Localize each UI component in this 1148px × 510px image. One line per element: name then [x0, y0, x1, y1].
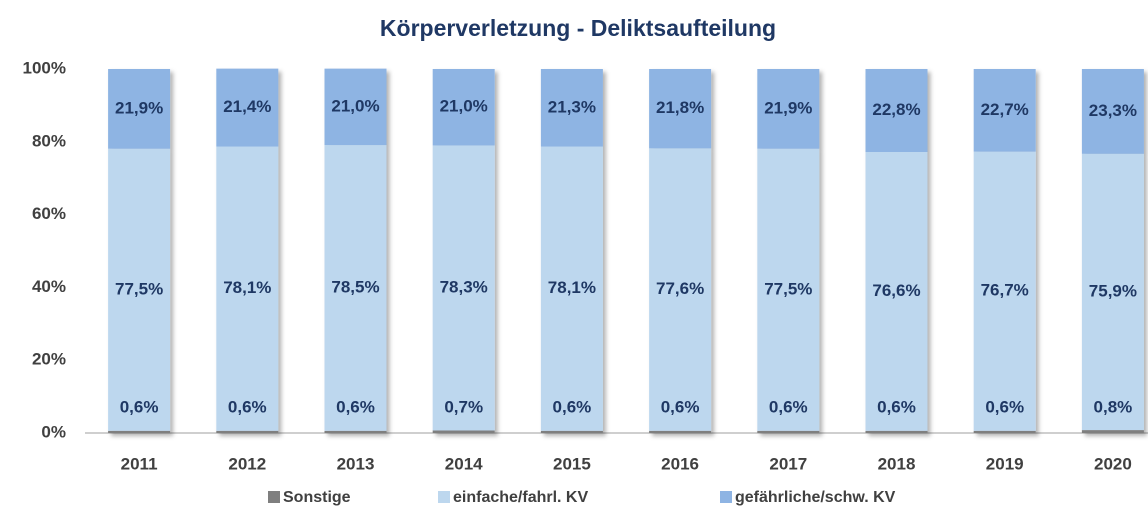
bar-segment	[973, 69, 1036, 152]
x-tick-label: 2014	[445, 454, 483, 473]
bar-stack	[216, 68, 279, 433]
value-label: 21,9%	[115, 98, 163, 117]
x-tick-label: 2019	[986, 454, 1024, 473]
bar-segment	[1081, 69, 1144, 154]
bar-segment	[865, 430, 928, 433]
bar-segment	[1081, 153, 1144, 431]
bar-segment	[216, 68, 279, 147]
bar-stack	[324, 68, 387, 433]
value-label: 78,1%	[223, 278, 271, 297]
value-label: 76,6%	[872, 281, 920, 300]
legend-swatch	[438, 491, 450, 503]
legend-label: einfache/fahrl. KV	[453, 489, 588, 506]
value-label: 75,9%	[1089, 281, 1137, 300]
bar-segment	[216, 430, 279, 433]
value-label: 21,8%	[656, 98, 704, 117]
value-label: 22,8%	[872, 100, 920, 119]
bar-segment	[865, 151, 928, 431]
value-label: 0,6%	[877, 397, 916, 416]
x-tick-label: 2013	[337, 454, 375, 473]
value-label: 0,6%	[553, 397, 592, 416]
value-label: 21,0%	[440, 97, 488, 116]
value-label: 77,5%	[764, 279, 812, 298]
value-label: 0,6%	[336, 397, 375, 416]
value-label: 0,6%	[769, 397, 808, 416]
x-tick-label: 2020	[1094, 454, 1132, 473]
value-label: 77,5%	[115, 279, 163, 298]
bar-stack	[649, 69, 712, 433]
value-label: 0,6%	[661, 397, 700, 416]
y-tick-label: 40%	[32, 277, 66, 296]
bar-segment	[540, 69, 603, 147]
value-label: 0,7%	[444, 397, 483, 416]
value-label: 23,3%	[1089, 101, 1137, 120]
legend-label: gefährliche/schw. KV	[735, 489, 896, 506]
bar-segment	[757, 430, 820, 433]
y-tick-label: 60%	[32, 204, 66, 223]
value-label: 78,5%	[331, 277, 379, 296]
value-label: 78,1%	[548, 278, 596, 297]
bar-segment	[1081, 430, 1144, 433]
bar-stack	[108, 69, 171, 433]
bar-segment	[757, 69, 820, 149]
value-label: 0,6%	[228, 397, 267, 416]
x-tick-label: 2012	[228, 454, 266, 473]
bar-stack	[757, 69, 820, 433]
bar-stack	[973, 69, 1036, 433]
bar-segment	[649, 148, 712, 431]
value-label: 0,6%	[120, 397, 159, 416]
x-tick-label: 2011	[121, 454, 158, 473]
value-label: 22,7%	[981, 100, 1029, 119]
bar-segment	[108, 430, 171, 433]
y-tick-label: 80%	[32, 131, 66, 150]
value-label: 77,6%	[656, 279, 704, 298]
x-tick-label: 2015	[553, 454, 591, 473]
value-label: 78,3%	[440, 277, 488, 296]
bar-segment	[757, 148, 820, 431]
legend-swatch	[720, 491, 732, 503]
chart-title: Körperverletzung - Deliktsaufteilung	[380, 15, 776, 41]
x-tick-label: 2018	[878, 454, 916, 473]
value-label: 0,8%	[1094, 397, 1133, 416]
y-tick-label: 0%	[41, 422, 66, 441]
value-label: 76,7%	[981, 281, 1029, 300]
bar-segment	[432, 430, 495, 433]
bar-segment	[324, 68, 387, 146]
bar-stack	[540, 69, 603, 433]
y-tick-label: 20%	[32, 350, 66, 369]
bar-segment	[324, 430, 387, 433]
value-label: 0,6%	[985, 397, 1024, 416]
bar-segment	[649, 69, 712, 149]
legend-label: Sonstige	[283, 489, 351, 506]
bar-segment	[432, 145, 495, 431]
bar-segment	[108, 148, 171, 431]
legend-swatch	[268, 491, 280, 503]
bar-segment	[216, 146, 279, 431]
bar-segment	[324, 145, 387, 431]
bar-segment	[108, 69, 171, 149]
bar-stack	[1081, 69, 1144, 433]
bar-segment	[540, 430, 603, 433]
x-tick-label: 2017	[769, 454, 807, 473]
bar-stack	[432, 69, 495, 433]
value-label: 21,9%	[764, 98, 812, 117]
value-label: 21,3%	[548, 97, 596, 116]
bar-segment	[973, 151, 1036, 431]
bar-stack	[865, 69, 928, 433]
bar-segment	[432, 69, 495, 146]
value-label: 21,4%	[223, 97, 271, 116]
bar-segment	[649, 430, 712, 433]
bar-segment	[973, 430, 1036, 433]
y-tick-label: 100%	[23, 58, 66, 77]
value-label: 21,0%	[331, 96, 379, 115]
bar-segment	[540, 146, 603, 431]
x-tick-label: 2016	[661, 454, 699, 473]
bar-segment	[865, 69, 928, 152]
